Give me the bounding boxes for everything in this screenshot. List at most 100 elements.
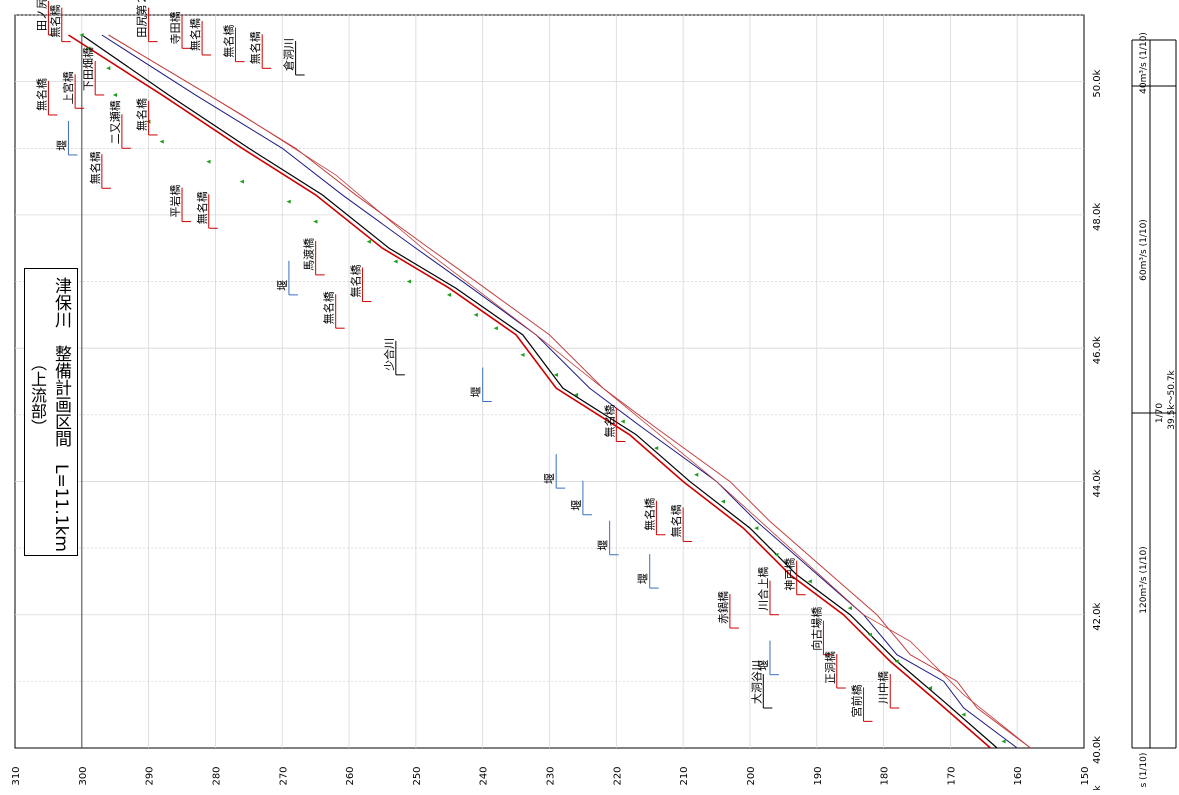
title-line-2: （上流部） — [28, 355, 47, 435]
weir-annotation: 堰 — [597, 520, 619, 556]
bridge-label: 無名橋 — [602, 404, 616, 437]
ground-point — [694, 472, 699, 477]
bridge-annotation: 無名橋 — [248, 31, 272, 69]
tributary-label: 大洞谷川 — [749, 660, 763, 704]
tributary-annotation: 少合川 — [382, 338, 405, 376]
weir-label: 堰 — [570, 500, 583, 511]
weir-annotation: 堰 — [276, 260, 298, 296]
bridge-annotation: 宮前橋 — [850, 684, 873, 722]
plan-line-series — [68, 34, 991, 749]
ground-point — [112, 92, 118, 97]
ground-point — [446, 292, 452, 297]
ground-point — [206, 159, 211, 164]
elevation-tick-label: 270 — [278, 766, 289, 785]
tributary-annotation: 倉洞川 — [282, 38, 305, 76]
title-box: 津保川 整備計画区間 L=11.1km （上流部） — [24, 268, 78, 556]
ground-point — [106, 66, 111, 71]
elevation-tick-label: 150 — [1080, 766, 1091, 785]
elevation-tick-label: 160 — [1013, 766, 1024, 785]
weir-label: 堰 — [55, 140, 68, 151]
bridge-annotation: 下田畑橋 — [81, 47, 105, 96]
bridge-label: 神戸橋 — [783, 558, 797, 591]
elevation-tick-label: 290 — [145, 766, 156, 785]
ground-point — [720, 499, 726, 504]
bridge-annotation: 向古場橋 — [809, 607, 833, 656]
flow-table-label: 39.5k～50.7k — [1167, 369, 1177, 429]
tributary-annotation: 大洞谷川 — [749, 660, 773, 709]
ground-point — [774, 552, 779, 557]
bridge-label: 無名橋 — [34, 78, 48, 111]
bridge-label: 寺田橋 — [168, 11, 182, 44]
bridge-annotation: 赤鍋橋 — [716, 591, 739, 629]
elevation-tick-label: 170 — [946, 766, 957, 785]
distance-tick-label: 42.0k — [1092, 602, 1103, 630]
bridge-label: 田ノ尻橋 — [34, 0, 48, 31]
bridge-label: 正洞橋 — [823, 651, 837, 684]
ground-point — [847, 606, 852, 611]
flow-table-label: 1/70 — [1155, 403, 1165, 423]
bridge-label: 無名橋 — [642, 498, 656, 531]
bridge-annotation: 無名橋 — [669, 504, 693, 542]
weir-label: 堰 — [470, 386, 483, 397]
bridge-label: 無名橋 — [195, 191, 209, 224]
ground-point — [620, 419, 625, 424]
elevation-tick-label: 190 — [813, 766, 824, 785]
elevation-tick-label: 200 — [746, 766, 757, 785]
design-line-series — [81, 34, 998, 749]
bridge-label: 無名橋 — [48, 5, 62, 38]
elevation-tick-label: 210 — [679, 766, 690, 785]
weir-annotation: 堰 — [543, 454, 566, 489]
bridge-annotation: 田尻第２橋 — [135, 0, 158, 43]
bridge-annotation: 無名橋 — [195, 191, 218, 229]
bridge-annotation: 無名橋 — [322, 291, 345, 329]
bridge-label: 赤鍋橋 — [716, 591, 730, 624]
ground-point — [86, 46, 91, 51]
tributary-label: 少合川 — [382, 338, 396, 371]
flow-table-label: 60m³/s (1/10) — [1139, 219, 1149, 281]
distance-tick-label: 44.0k — [1092, 469, 1103, 497]
bridge-label: 無名橋 — [135, 98, 149, 131]
elevation-tick-label: 250 — [412, 766, 423, 785]
ground-point — [927, 686, 933, 691]
bridge-annotation: 上宮橋 — [61, 71, 85, 109]
bridge-annotation: 無名橋 — [48, 5, 71, 43]
title-line-1: 津保川 整備計画区間 L=11.1km — [51, 277, 71, 552]
weir-label: 堰 — [276, 280, 289, 291]
left-bank-line-series — [108, 34, 1031, 749]
weir-label: 堰 — [543, 473, 556, 484]
distance-unit-label: k — [1093, 785, 1103, 791]
elevation-tick-label: 280 — [211, 766, 222, 785]
ground-point — [239, 179, 244, 184]
ground-point — [79, 32, 84, 37]
bridge-label: 田尻第２橋 — [135, 0, 149, 38]
bed-line-series — [101, 34, 1018, 749]
bridge-label: 二又瀬橋 — [108, 100, 122, 144]
distance-tick-label: 48.0k — [1092, 203, 1103, 231]
flow-table-label: 40m³/s (1/10) — [1139, 32, 1149, 94]
tributary-label: 倉洞川 — [282, 38, 296, 71]
bridge-label: 宮前橋 — [850, 684, 864, 717]
bridge-annotation: 無名橋 — [642, 498, 666, 536]
bridge-annotation: 川中橋 — [876, 671, 900, 709]
bridge-annotation: 無名橋 — [34, 78, 58, 116]
weir-label: 堰 — [757, 660, 770, 671]
bridge-label: 向古場橋 — [809, 607, 823, 651]
weir-annotation: 堰 — [757, 640, 779, 676]
bridge-annotation: 無名橋 — [135, 98, 158, 136]
flow-table-label: 120m³/s (1/10) — [1139, 546, 1149, 613]
bridge-annotation: 馬渡橋 — [302, 238, 325, 276]
bridge-annotation: 無名橋 — [602, 404, 626, 442]
ground-point — [313, 219, 318, 224]
ground-point — [366, 239, 371, 244]
bridge-label: 無名橋 — [88, 151, 102, 184]
ground-point — [894, 659, 899, 664]
weir-annotation: 堰 — [55, 120, 78, 156]
bridge-label: 無名橋 — [221, 25, 235, 58]
bridge-label: 川中橋 — [876, 671, 890, 704]
ground-point — [393, 259, 398, 264]
bridge-annotation: 川合上橋 — [756, 567, 779, 616]
bridge-label: 下田畑橋 — [81, 47, 95, 91]
bridge-annotation: 平岩橋 — [168, 185, 192, 223]
